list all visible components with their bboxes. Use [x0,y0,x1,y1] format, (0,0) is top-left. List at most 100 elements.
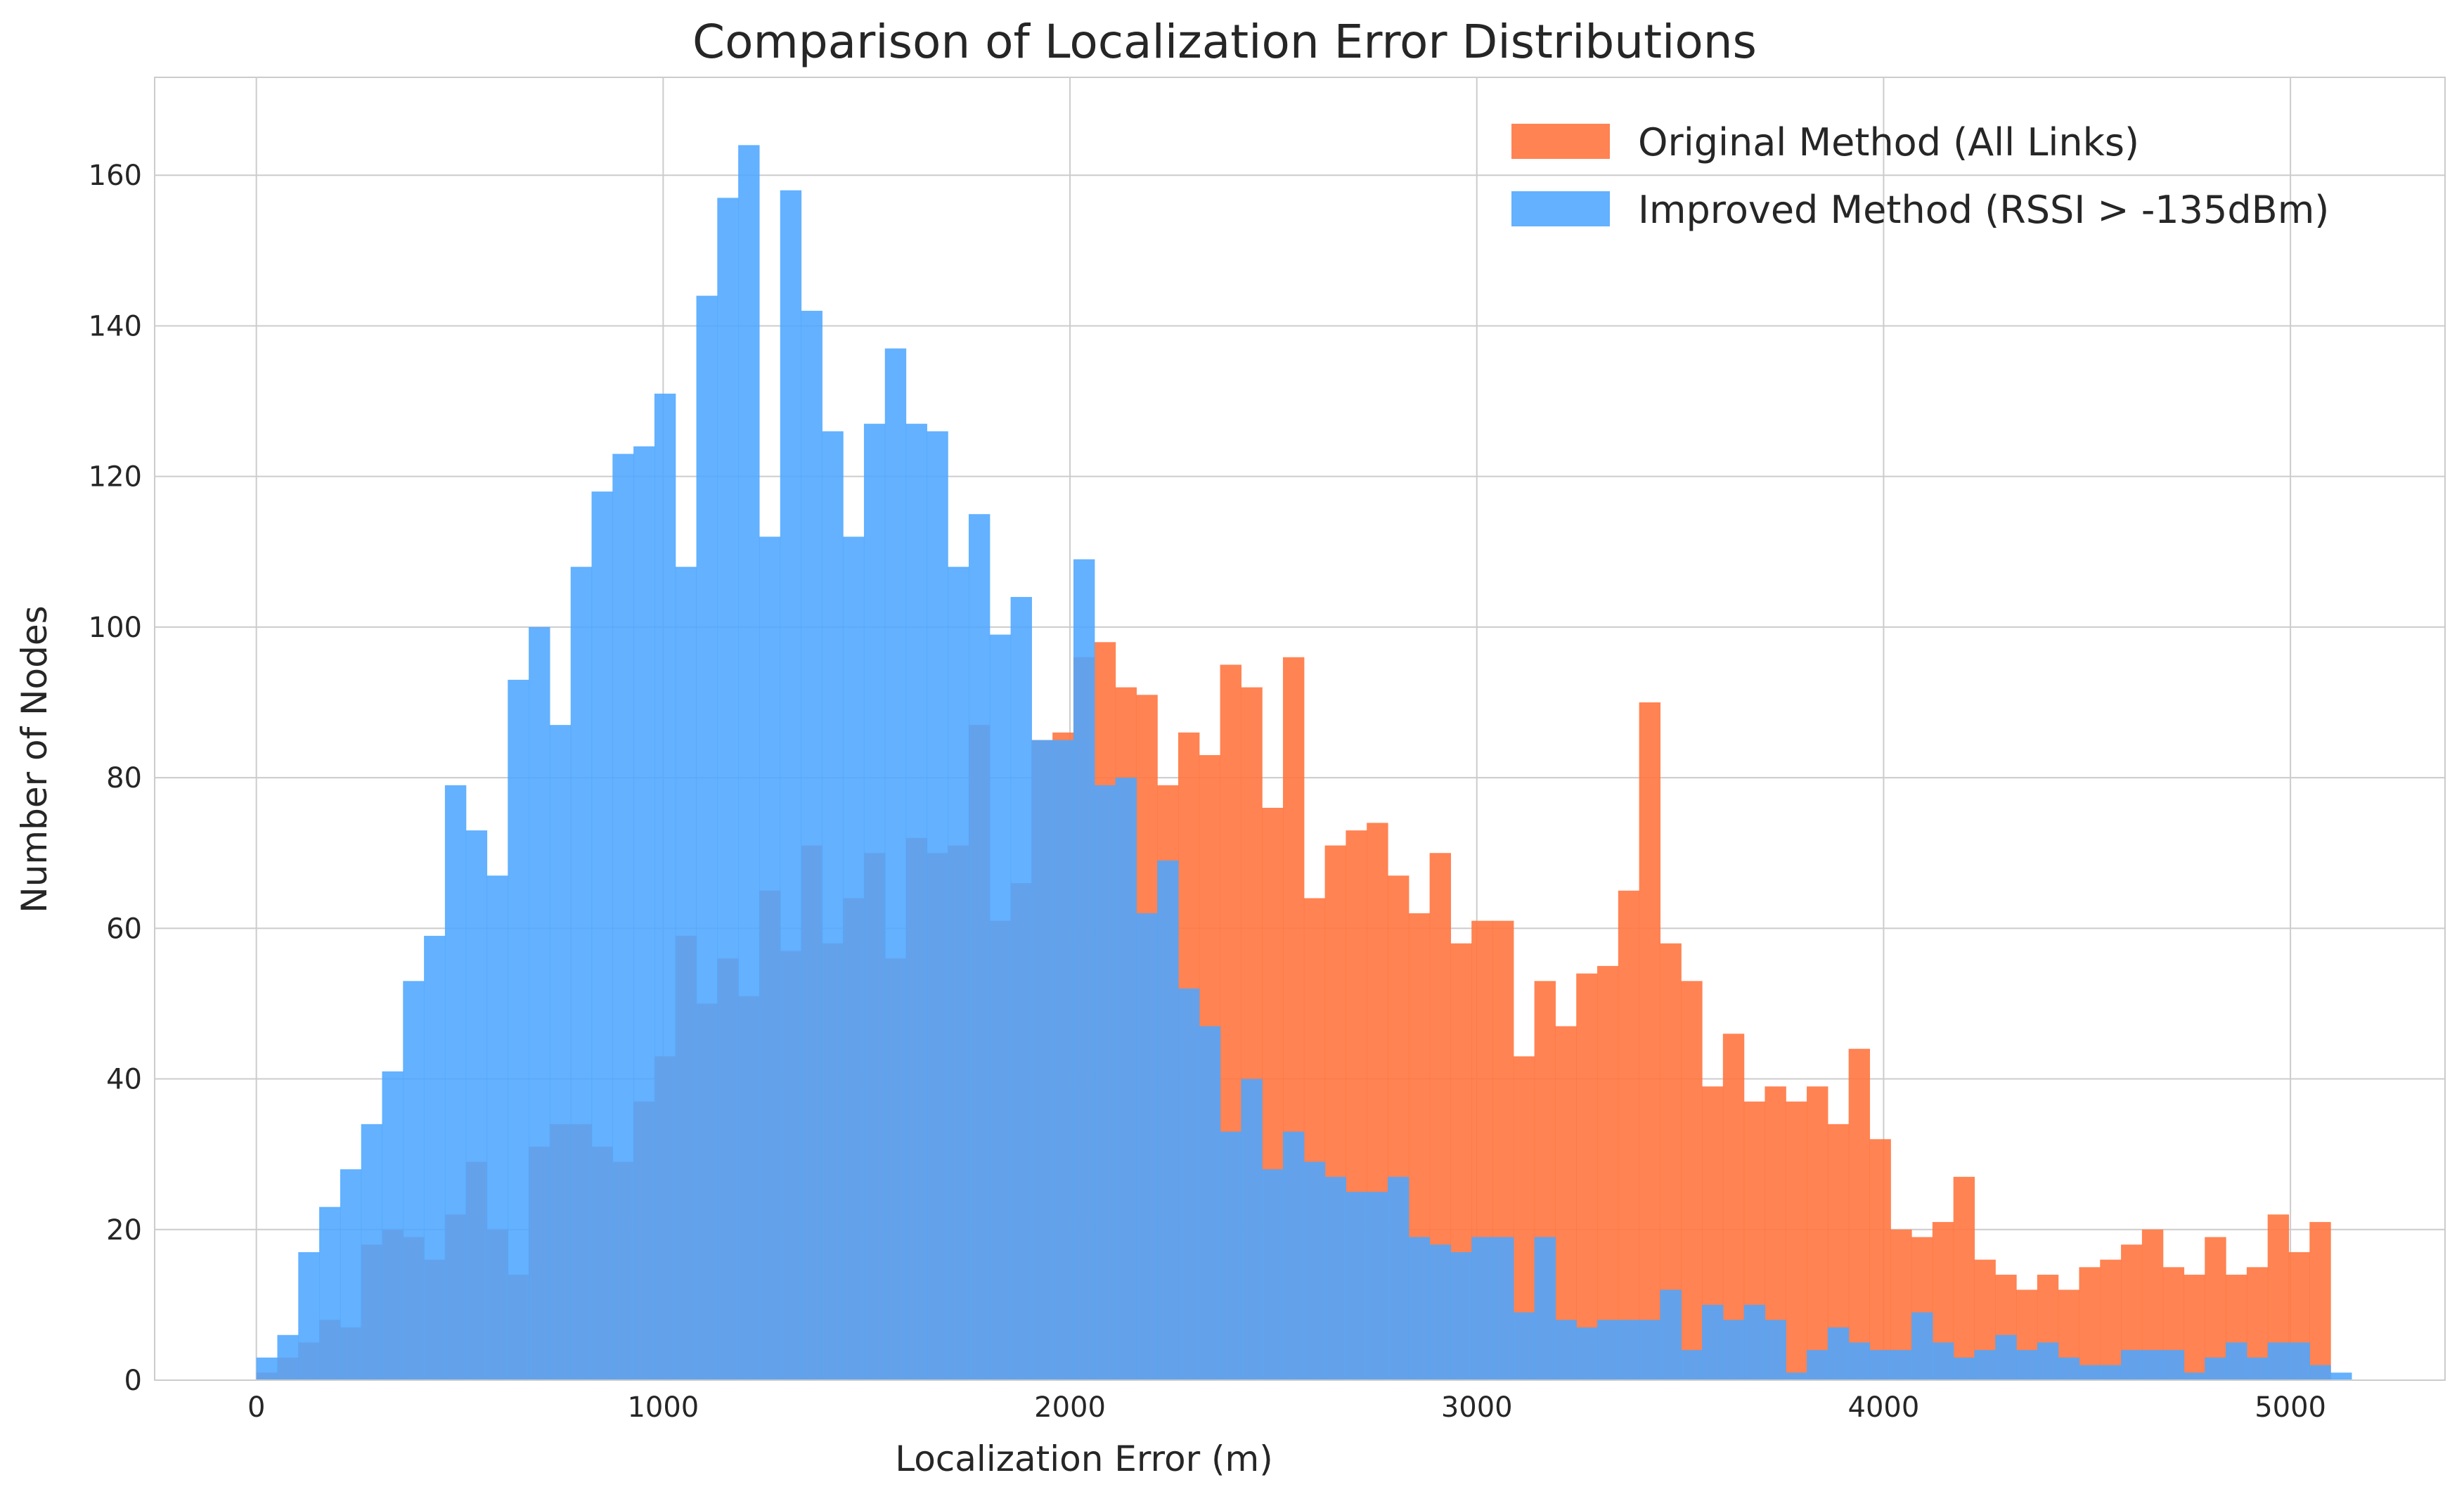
y-tick-label: 60 [106,913,142,945]
histogram-bar [1576,973,1598,1380]
histogram-bar [2058,1357,2080,1380]
histogram-bar [2184,1372,2205,1380]
histogram-bar [1094,785,1116,1380]
histogram-bar [1429,1244,1452,1380]
histogram-bar [1115,778,1137,1380]
histogram-bar [1765,1320,1786,1380]
y-tick-label: 140 [89,310,142,342]
histogram-bar [570,567,593,1380]
histogram-bar [1639,702,1661,1380]
histogram-bar [612,453,634,1381]
x-tick-label: 0 [247,1391,265,1424]
histogram-bar [508,679,529,1380]
y-tick-label: 100 [89,612,142,644]
histogram-bar [2100,1259,2122,1380]
histogram-bar [1262,1169,1284,1380]
histogram-bar [1241,1079,1263,1380]
histogram-bar [1848,1342,1871,1380]
histogram-bar [1471,1237,1493,1380]
histogram-bar [717,198,739,1380]
x-axis-label: Localization Error (m) [895,1439,1273,1479]
histogram-bar [1367,1192,1388,1380]
histogram-bars [256,145,2352,1381]
histogram-bar [843,536,865,1381]
histogram-bar [1492,1237,1514,1380]
histogram-bar [2079,1267,2101,1380]
histogram-bar [2226,1342,2247,1380]
y-tick-label: 160 [89,160,142,192]
histogram-bar [1890,1350,1912,1380]
histogram-bar [2330,1372,2352,1380]
y-tick-label: 40 [106,1064,142,1096]
histogram-bar [1597,965,1619,1380]
histogram-bar [298,1251,320,1380]
histogram-bar [1073,559,1095,1380]
histogram-bar [905,423,927,1380]
histogram-bar [319,1206,341,1380]
histogram-bar [2121,1350,2143,1380]
histogram-bar [2205,1357,2226,1380]
histogram-bar [2037,1342,2059,1380]
histogram-bar [1786,1101,1807,1380]
histogram-bar [2309,1365,2331,1380]
histogram-bar [1681,981,1703,1380]
histogram-bar [1513,1312,1535,1380]
histogram-bar [340,1169,362,1380]
histogram-bar [2162,1350,2185,1380]
histogram-bar [1911,1312,1933,1380]
histogram-bar [1597,1320,1619,1380]
histogram-bar [1010,597,1032,1380]
histogram-bar [1220,1131,1241,1380]
histogram-bar [529,626,550,1380]
legend-swatch-improved [1511,191,1610,226]
x-tick-label: 4000 [1848,1391,1920,1424]
histogram-bar [822,431,844,1380]
histogram-bar [2141,1350,2164,1380]
y-tick-label: 20 [106,1214,142,1247]
histogram-bar [1157,860,1179,1380]
histogram-bar [1807,1350,1828,1380]
histogram-bar [1282,1131,1305,1380]
tick-labels: 0 1000 2000 3000 4000 5000 0 20 40 60 80 100 120 140 1… [89,160,2326,1424]
histogram-bar [989,634,1012,1380]
histogram-bar [1324,1176,1346,1380]
histogram-bar [1702,1304,1724,1380]
x-tick-label: 3000 [1441,1391,1513,1424]
histogram-bar [1995,1334,2017,1380]
histogram-bar [1303,1161,1326,1380]
histogram-bar [2267,1342,2290,1380]
histogram-bar [1618,1320,1640,1380]
histogram-bar [1848,1048,1871,1380]
histogram-bar [696,295,718,1380]
histogram-bar [2309,1222,2331,1380]
legend-label-original: Original Method (All Links) [1638,120,2139,165]
histogram-bar [1660,1289,1682,1380]
histogram-bar [884,348,907,1381]
histogram-bar [968,514,991,1380]
histogram-bar [1827,1327,1850,1380]
x-tick-label: 1000 [627,1391,699,1424]
histogram-bar [1869,1350,1891,1380]
histogram-bar [759,536,781,1381]
histogram-bar [277,1334,299,1380]
histogram-bar [1974,1350,1996,1380]
histogram-bar [675,567,697,1380]
histogram-bar [591,491,613,1381]
y-tick-label: 80 [106,762,142,794]
histogram-bar [1031,740,1053,1380]
histogram-bar [2288,1342,2310,1380]
histogram-bar [1722,1320,1745,1380]
histogram-bar [403,981,425,1380]
histogram-bar [1743,1304,1766,1380]
histogram-bar [256,1357,278,1380]
histogram-bar [2205,1237,2226,1380]
histogram-bar [2079,1365,2101,1380]
histogram-bar [2100,1365,2122,1380]
histogram-bar [2184,1275,2205,1380]
histogram-bar [738,145,760,1381]
histogram-bar [444,785,467,1380]
histogram-bar [486,875,508,1380]
histogram-bar [1408,1237,1431,1380]
histogram-bar [1786,1372,1807,1380]
histogram-bar [948,567,969,1380]
